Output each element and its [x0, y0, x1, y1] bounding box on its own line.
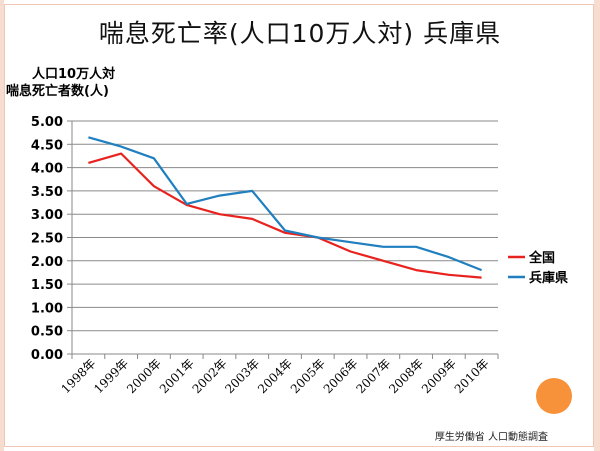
grid	[67, 120, 499, 359]
y-axis-ticks: 0.00 0.50 1.00 1.50 2.00 2.50 3.00 3.50 4.00 4.50…	[31, 115, 63, 363]
decorative-orange-circle	[536, 378, 572, 414]
y-tick-label: 0.00	[31, 348, 63, 363]
x-tick-label: 2006年	[321, 356, 361, 396]
x-tick-label: 2005年	[288, 356, 328, 396]
x-tick-label: 2001年	[157, 356, 197, 396]
y-tick-label: 2.00	[31, 255, 63, 270]
y-tick-label: 2.50	[31, 232, 63, 247]
x-tick-label: 2007年	[353, 356, 393, 396]
y-axis-label-line-2: 喘息死亡者数(人)	[6, 84, 109, 99]
x-tick-label: 2009年	[419, 356, 459, 396]
x-axis-ticks: 1998年1999年2000年2001年2002年2003年2004年2005年…	[59, 356, 492, 396]
x-tick-label: 2000年	[124, 356, 164, 396]
series-line	[88, 152, 482, 279]
slide-edge-left	[0, 0, 4, 451]
x-tick-label: 2003年	[222, 356, 262, 396]
x-tick-label: 2004年	[255, 356, 295, 396]
y-tick-label: 4.00	[31, 162, 63, 177]
x-tick-label: 2008年	[386, 356, 426, 396]
y-tick-label: 0.50	[31, 325, 63, 340]
slide-edge-right	[594, 0, 600, 451]
source-note: 厚生労働省 人口動態調査	[434, 432, 548, 443]
chart-title: 喘息死亡率(人口10万人対) 兵庫県	[98, 19, 502, 48]
y-tick-label: 5.00	[31, 115, 63, 130]
y-axis-label-line-1: 人口10万人対	[32, 67, 116, 82]
y-axis-label: 人口10万人対 喘息死亡者数(人)	[6, 66, 115, 100]
x-tick-label: 2002年	[190, 356, 230, 396]
y-tick-label: 1.50	[31, 278, 63, 293]
y-tick-label: 1.00	[31, 301, 63, 316]
y-tick-label: 3.50	[31, 185, 63, 200]
legend-label: 全国	[528, 250, 555, 266]
legend-label: 兵庫県	[529, 270, 568, 286]
y-tick-label: 3.00	[31, 208, 63, 223]
x-tick-label: 1998年	[59, 356, 99, 396]
series-lines	[88, 136, 483, 279]
x-tick-label: 1999年	[91, 356, 131, 396]
series-line	[88, 136, 483, 272]
slide-frame	[4, 4, 594, 447]
x-tick-label: 2010年	[452, 356, 492, 396]
y-tick-label: 4.50	[31, 138, 63, 153]
